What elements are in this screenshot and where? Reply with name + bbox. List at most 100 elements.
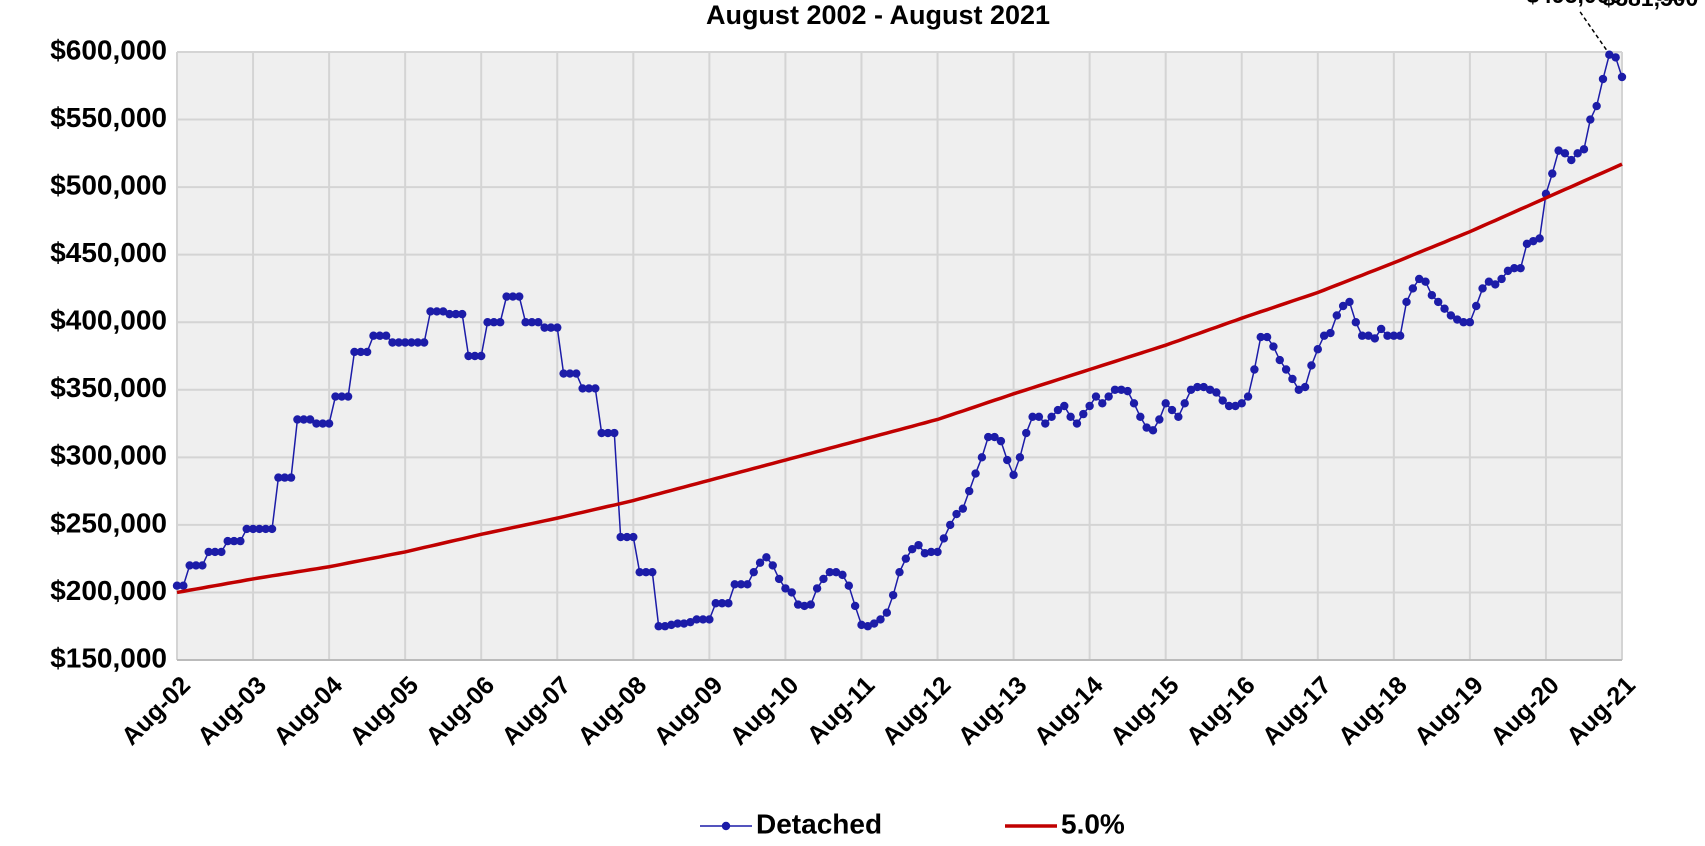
data-point [629,532,638,542]
data-point [749,567,758,577]
x-tick-label: Aug-20 [1485,671,1565,751]
data-point [1155,415,1164,424]
data-point [692,615,701,624]
data-point [553,323,562,332]
data-point [971,469,980,478]
data-point [337,392,346,401]
x-tick-label: Aug-13 [953,671,1033,751]
data-point [1326,328,1335,338]
data-point [1060,401,1069,411]
data-point [1465,318,1475,327]
y-tick-label: $300,000 [50,440,167,471]
data-point [1123,386,1132,396]
data-point [907,545,917,554]
data-point [888,590,898,600]
data-point [819,574,828,584]
data-point [1408,284,1418,293]
data-point [451,309,461,319]
data-point [1003,455,1012,465]
data-point [1332,311,1342,320]
data-point [933,547,942,557]
data-point [1560,149,1570,158]
data-point [641,567,651,577]
data-point [1535,234,1544,243]
data-point [844,581,853,590]
data-point [1383,331,1392,340]
data-point [1395,331,1405,340]
data-point [229,536,239,546]
data-point [419,338,429,347]
data-point [1085,401,1094,411]
data-point [1224,401,1234,411]
data-point [1281,365,1291,374]
data-point [1554,146,1563,155]
data-point [673,619,682,628]
data-point [876,615,885,624]
data-point [793,600,803,609]
data-point [432,307,442,316]
data-point [1364,331,1373,340]
data-point [1484,277,1494,286]
x-tick-label: Aug-18 [1333,671,1413,751]
data-point [248,524,258,534]
data-point [1110,385,1120,394]
data-point [1256,332,1265,342]
chart-title: August 2002 - August 2021 [706,0,1050,30]
data-point [293,415,302,424]
data-point [667,620,676,630]
data-point [324,419,334,428]
leader-line [1578,10,1607,51]
x-tick-label: Aug-04 [268,671,348,751]
data-point [1598,74,1608,84]
x-tick-label: Aug-14 [1029,671,1109,751]
data-point [635,567,644,577]
data-point [1421,277,1430,286]
x-tick-label: Aug-09 [649,671,729,751]
data-point [1180,399,1189,408]
data-point [267,524,277,534]
data-point [546,323,556,332]
data-point [1402,297,1411,307]
y-tick-label: $400,000 [50,305,167,336]
legend-label: 5.0% [1061,808,1125,839]
data-point [369,331,378,340]
data-point [286,473,296,482]
x-tick-label: Aug-16 [1181,671,1261,751]
data-point [407,338,416,347]
data-point [496,318,505,327]
data-point [477,351,486,361]
data-point [521,318,530,327]
data-point [724,599,733,608]
data-point [1319,331,1329,340]
data-point [1573,149,1582,158]
data-point [654,622,663,631]
data-point [255,524,264,534]
data-point [312,419,321,428]
data-point [705,615,714,624]
data-point [1370,334,1380,343]
data-point [1427,291,1437,300]
data-point [242,524,251,534]
x-tick-label: Aug-11 [802,671,881,750]
data-point [356,347,365,357]
data-point [1288,374,1297,384]
data-point [565,369,575,378]
data-point [394,338,404,347]
data-point [540,323,549,332]
x-tick-label: Aug-02 [116,671,196,751]
data-point [616,532,625,542]
data-point [198,561,207,570]
data-point [210,547,220,557]
data-point [895,567,904,577]
y-tick-label: $250,000 [50,507,167,538]
data-point [648,567,657,577]
data-point [1262,332,1272,342]
data-point [1161,399,1170,408]
data-point [952,509,961,519]
x-tick-label: Aug-10 [725,671,805,751]
data-point [578,384,587,393]
data-point [762,553,771,562]
y-tick-label: $200,000 [50,575,167,606]
